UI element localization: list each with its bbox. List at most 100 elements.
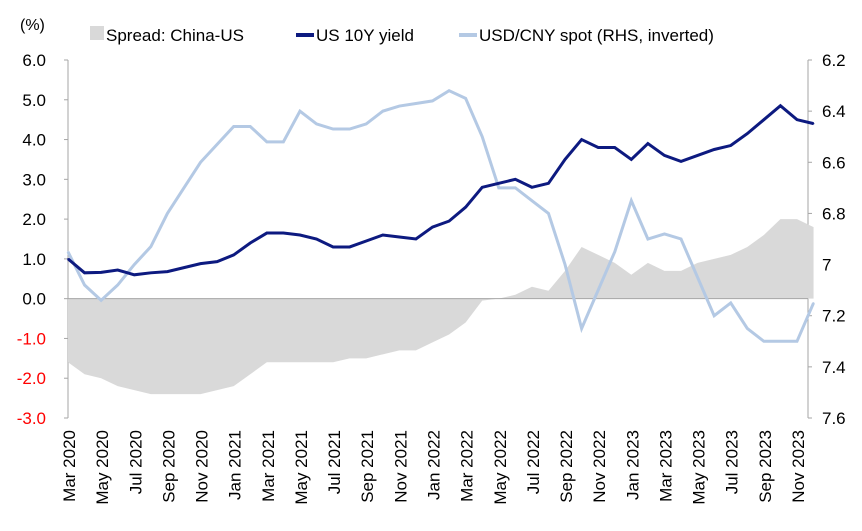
us10y-point [365,240,368,242]
us10y-point [166,270,169,273]
x-tick-label: Jul 2023 [723,430,742,494]
x-tick-label: Mar 2020 [60,430,79,502]
us10y-point [680,160,682,163]
us10y-point [282,232,285,234]
us10y-point [481,186,484,189]
right-tick-label: 6.2 [822,51,846,70]
usdcny-point [216,143,218,146]
us10y-point [746,132,749,135]
usdcny-point [266,141,268,143]
usdcny-point [729,302,732,304]
x-tick-label: Mar 2022 [458,430,477,502]
usdcny-point [696,276,699,279]
us10y-point [415,238,417,240]
right-tick-label: 7 [822,256,831,275]
x-tick-label: Jul 2022 [524,430,543,494]
us10y-point [796,118,798,121]
right-tick-label: 6.4 [822,102,846,121]
x-tick-label: Jan 2021 [226,430,245,500]
usdcny-point [133,263,136,266]
usdcny-point [67,250,69,253]
usdcny-point [630,199,633,202]
us10y-point [249,242,252,244]
usdcny-point [763,340,765,343]
us10y-point [332,246,334,248]
usdcny-point [150,245,152,248]
right-tick-label: 7.2 [822,307,846,326]
us10y-line [67,103,814,277]
x-tick-label: May 2023 [690,430,709,505]
us10y-point [564,158,566,161]
us10y-point [580,138,583,141]
usdcny-line [66,88,815,343]
x-tick-label: Sep 2022 [557,430,576,503]
us10y-point [199,262,202,265]
usdcny-point [613,250,616,253]
us10y-point [597,146,599,149]
legend-label: Spread: China-US [106,26,244,45]
right-tick-label: 6.6 [822,153,846,172]
left-tick-label: 2.0 [22,210,46,229]
usdcny-point [299,110,301,112]
spread-area [68,219,814,395]
right-tick-label: 6.8 [822,204,846,223]
us10y-point [348,246,351,248]
us10y-point [663,154,666,157]
usdcny-point [415,102,417,105]
usdcny-point [315,123,318,125]
left-tick-label: 5.0 [22,91,46,110]
right-tick-label: 7.4 [822,358,846,377]
left-tick-label: 1.0 [22,250,46,269]
usdcny-point [232,125,235,128]
us10y-point [779,104,782,107]
usdcny-point [249,125,252,128]
usdcny-point [796,340,798,343]
left-tick-label: 6.0 [22,51,46,70]
x-tick-label: Mar 2021 [259,430,278,502]
x-tick-label: Nov 2021 [391,430,410,503]
legend-item: Spread: China-US [90,26,244,45]
x-tick-label: Jan 2022 [425,430,444,500]
legend-swatch [90,26,104,40]
usdcny-point [116,284,119,286]
usdcny-point [282,141,285,143]
usdcny-point [431,100,434,102]
legend-label: USD/CNY spot (RHS, inverted) [479,26,714,45]
usdcny-point [398,105,401,107]
left-tick-label: -2.0 [17,369,46,388]
us10y-point [299,234,301,236]
x-tick-label: Jan 2023 [623,430,642,500]
left-tick-label: -1.0 [17,329,46,348]
usdcny-point [564,263,566,266]
us10y-point [713,148,715,151]
us10y-point [812,122,815,125]
us10y-point [431,226,434,228]
us10y-point [266,232,268,234]
us10y-point [381,234,384,236]
x-tick-label: Nov 2020 [193,430,212,503]
usdcny-point [531,199,533,202]
usdcny-point [746,327,749,330]
us10y-point [133,274,136,276]
legend-item: US 10Y yield [296,26,414,45]
usdcny-point [464,97,467,100]
us10y-point [398,236,401,238]
usdcny-point [332,128,334,130]
x-tick-label: May 2021 [292,430,311,505]
us10y-point [729,144,732,147]
us10y-point [100,271,102,274]
us10y-point [497,182,500,185]
x-tick-label: Sep 2020 [159,430,178,503]
us10y-point [464,206,467,208]
usdcny-point [381,110,384,112]
x-tick-label: Nov 2022 [590,430,609,503]
us10y-point [116,269,119,271]
x-tick-label: Jul 2021 [325,430,344,494]
left-tick-label: 0.0 [22,290,46,309]
usdcny-point [597,289,599,291]
legend-label: US 10Y yield [316,26,414,45]
x-tick-label: Nov 2023 [789,430,808,503]
usdcny-point [779,340,782,343]
usdcny-point [448,89,450,92]
